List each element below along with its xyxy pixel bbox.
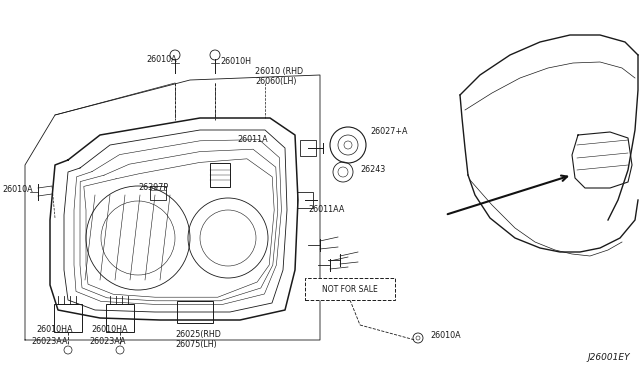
Bar	[106, 304, 134, 332]
Text: 26010A: 26010A	[147, 55, 177, 64]
Text: 26010A: 26010A	[2, 186, 33, 195]
Text: 26027+A: 26027+A	[370, 128, 408, 137]
Text: J26001EY: J26001EY	[588, 353, 630, 362]
Text: 26011AA: 26011AA	[308, 205, 344, 215]
Text: 26010HA: 26010HA	[36, 326, 73, 334]
Text: 26010HA: 26010HA	[92, 326, 128, 334]
Text: 26243: 26243	[360, 166, 385, 174]
Text: 26397P: 26397P	[138, 183, 168, 192]
Text: 26023AA: 26023AA	[32, 337, 68, 346]
Text: 26011A: 26011A	[237, 135, 268, 144]
Bar	[150, 186, 166, 200]
Bar	[177, 301, 213, 323]
Bar	[210, 163, 230, 187]
Bar	[54, 304, 82, 332]
Text: 26025(RHD
26075(LH): 26025(RHD 26075(LH)	[175, 330, 221, 349]
Text: 26010 (RHD
26060(LH): 26010 (RHD 26060(LH)	[255, 67, 303, 86]
Bar	[297, 192, 313, 208]
Bar	[300, 140, 316, 156]
Text: NOT FOR SALE: NOT FOR SALE	[322, 285, 378, 294]
Bar	[305, 278, 395, 300]
Text: 26010A: 26010A	[430, 330, 461, 340]
Text: 26010H: 26010H	[220, 58, 251, 67]
Text: 26023AA: 26023AA	[90, 337, 126, 346]
